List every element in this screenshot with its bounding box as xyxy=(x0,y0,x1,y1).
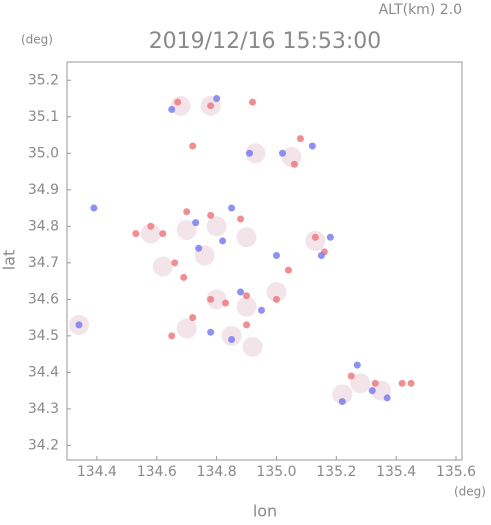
x-tick-label: 134.4 xyxy=(77,464,117,480)
x-tick-label: 134.8 xyxy=(197,464,237,480)
echo-point xyxy=(174,98,182,106)
echo-point xyxy=(228,204,236,212)
y-unit: (deg) xyxy=(21,33,53,47)
echo-point xyxy=(168,105,176,113)
echo-point xyxy=(237,215,245,223)
echo-point xyxy=(317,252,325,260)
echo-point xyxy=(207,211,215,219)
echo-point xyxy=(353,361,361,369)
echo-point xyxy=(90,204,98,212)
echo-point xyxy=(242,336,263,357)
echo-point xyxy=(243,292,251,300)
x-tick-label: 135.0 xyxy=(256,464,296,480)
chart-title: 2019/12/16 15:53:00 xyxy=(149,29,382,54)
plot-frame xyxy=(66,61,463,461)
echo-point xyxy=(284,266,292,274)
echo-point xyxy=(398,379,406,387)
y-tick-label: 34.5 xyxy=(28,328,59,344)
echo-point xyxy=(296,135,304,143)
echo-point xyxy=(266,282,287,303)
x-tick-label: 135.6 xyxy=(436,464,476,480)
echo-point xyxy=(278,149,286,157)
echo-point xyxy=(236,296,257,317)
y-axis-label: lat xyxy=(0,250,19,271)
echo-point xyxy=(159,230,167,238)
echo-point xyxy=(168,332,176,340)
echo-point xyxy=(350,373,371,394)
echo-point xyxy=(221,325,242,346)
y-tick-label: 34.6 xyxy=(28,291,59,307)
echo-point xyxy=(132,230,140,238)
echo-point xyxy=(305,230,326,251)
echo-point xyxy=(236,227,257,248)
echo-point xyxy=(207,328,215,336)
echo-point xyxy=(206,216,227,237)
echo-point xyxy=(407,379,415,387)
echo-point xyxy=(213,95,221,103)
echo-point xyxy=(222,299,230,307)
echo-point xyxy=(338,398,346,406)
echo-point xyxy=(176,318,197,339)
x-tick-label: 135.4 xyxy=(376,464,416,480)
echo-point xyxy=(228,336,236,344)
y-tick-label: 35.2 xyxy=(28,72,59,88)
y-tick-label: 34.4 xyxy=(28,364,59,380)
x-tick-label: 134.6 xyxy=(137,464,177,480)
echo-point xyxy=(192,219,200,227)
echo-point xyxy=(171,259,179,267)
echo-point xyxy=(347,372,355,380)
y-tick-label: 34.7 xyxy=(28,255,59,271)
y-tick-label: 35.0 xyxy=(28,145,59,161)
echo-point xyxy=(75,321,83,329)
echo-point xyxy=(272,252,280,260)
echo-point xyxy=(147,222,155,230)
echo-point xyxy=(219,237,227,245)
echo-point xyxy=(332,384,353,405)
y-tick-label: 35.1 xyxy=(28,109,59,125)
echo-point xyxy=(308,142,316,150)
echo-point xyxy=(383,394,391,402)
echo-point xyxy=(189,314,197,322)
x-tick-label: 135.2 xyxy=(316,464,356,480)
echo-point xyxy=(140,223,161,244)
echo-point xyxy=(326,233,334,241)
echo-point xyxy=(243,321,251,329)
y-tick-label: 34.8 xyxy=(28,218,59,234)
echo-point xyxy=(207,295,215,303)
echo-point xyxy=(152,256,173,277)
echo-point xyxy=(180,273,188,281)
echo-point xyxy=(195,244,203,252)
echo-point xyxy=(272,295,280,303)
echo-point xyxy=(170,95,191,116)
echo-point xyxy=(245,143,266,164)
echo-point xyxy=(368,387,376,395)
y-tick-label: 34.3 xyxy=(28,401,59,417)
echo-point xyxy=(237,288,245,296)
echo-point xyxy=(311,233,319,241)
x-unit: (deg) xyxy=(454,485,486,499)
echo-point xyxy=(206,289,227,310)
echo-point xyxy=(258,306,266,314)
echo-point xyxy=(176,219,197,240)
echo-point xyxy=(183,208,191,216)
y-tick-label: 34.2 xyxy=(28,437,59,453)
x-axis-label: lon xyxy=(253,502,277,521)
altitude-label: ALT(km) 2.0 xyxy=(379,2,462,18)
echo-point xyxy=(290,160,298,168)
echo-point xyxy=(249,98,257,106)
echo-point xyxy=(189,142,197,150)
echo-point xyxy=(207,102,215,110)
echo-point xyxy=(371,379,379,387)
y-tick-label: 34.9 xyxy=(28,182,59,198)
echo-point xyxy=(246,149,254,157)
